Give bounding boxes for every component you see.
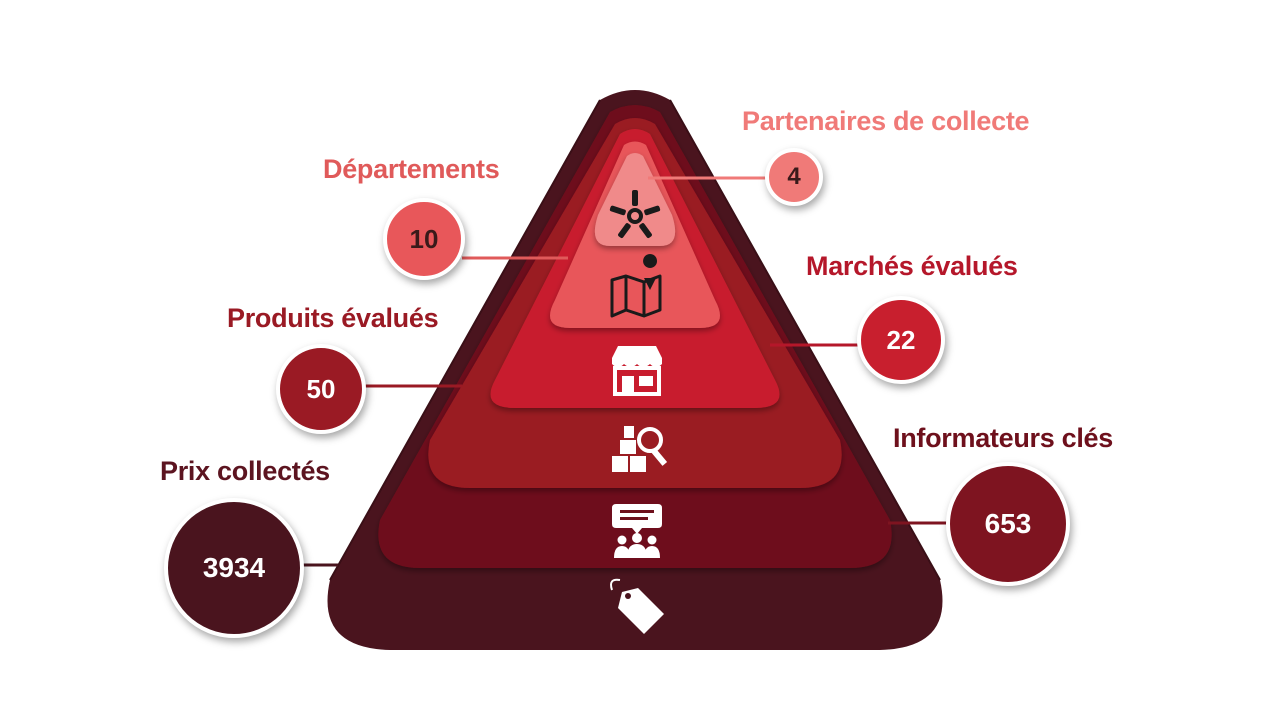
price-tag-icon bbox=[610, 578, 664, 634]
value-produits: 50 bbox=[306, 373, 336, 404]
store-icon bbox=[612, 346, 662, 396]
label-departements: Départements bbox=[323, 154, 500, 184]
value-badge-prix: 3934 bbox=[164, 498, 304, 638]
value-badge-produits: 50 bbox=[276, 344, 366, 434]
label-prix: Prix collectés bbox=[160, 456, 330, 486]
audience-chat-icon bbox=[612, 504, 662, 558]
label-produits: Produits évalués bbox=[227, 303, 439, 333]
value-badge-partenaires: 4 bbox=[765, 148, 823, 206]
label-partenaires: Partenaires de collecte bbox=[742, 106, 1030, 136]
map-icon bbox=[610, 254, 662, 318]
label-marches: Marchés évalués bbox=[806, 251, 1018, 281]
value-badge-departements: 10 bbox=[383, 198, 465, 280]
label-informateurs: Informateurs clés bbox=[893, 423, 1113, 453]
value-informateurs: 653 bbox=[984, 508, 1032, 539]
product-search-icon bbox=[612, 426, 668, 472]
value-prix: 3934 bbox=[202, 552, 266, 583]
value-partenaires: 4 bbox=[787, 163, 801, 190]
value-badge-informateurs: 653 bbox=[946, 462, 1070, 586]
value-departements: 10 bbox=[409, 223, 439, 254]
pyramid-edge-right bbox=[669, 99, 941, 581]
handshake-circle-icon bbox=[609, 190, 661, 239]
value-badge-marches: 22 bbox=[857, 296, 945, 384]
value-marches: 22 bbox=[886, 324, 916, 355]
pyramid-edge-left bbox=[329, 99, 601, 581]
